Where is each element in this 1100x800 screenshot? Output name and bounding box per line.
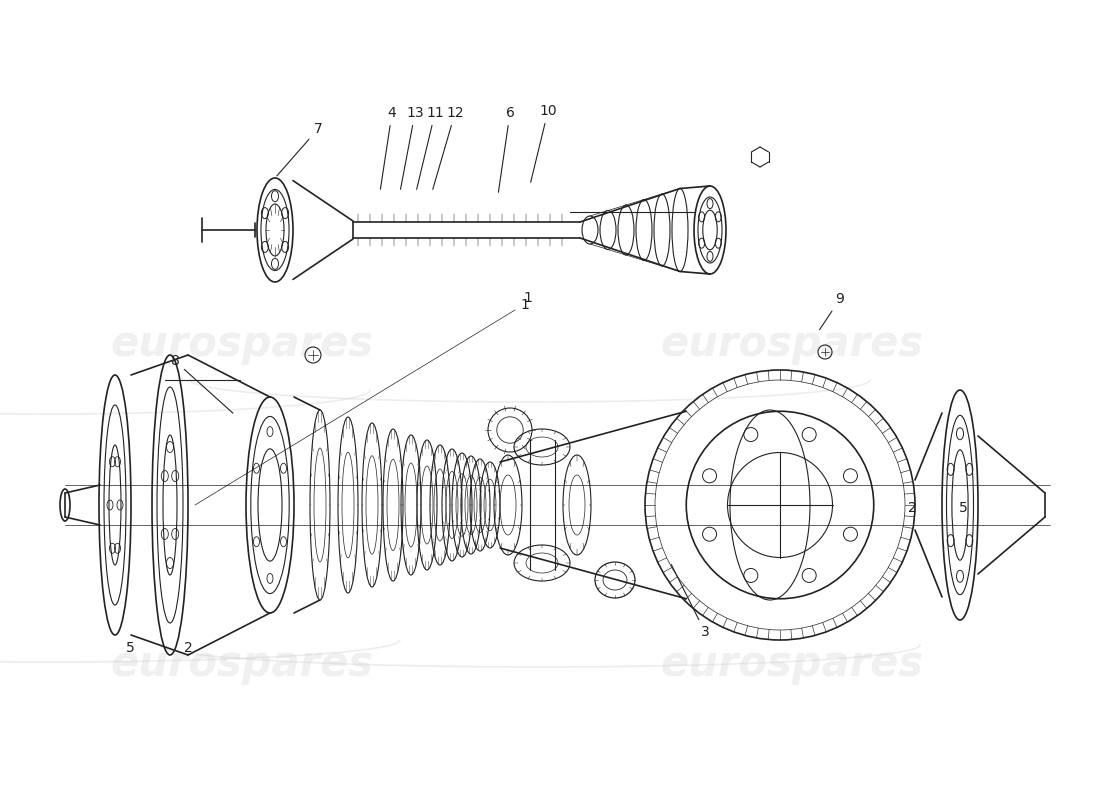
Text: 5: 5: [125, 641, 134, 655]
Text: 3: 3: [671, 565, 710, 639]
Text: 7: 7: [277, 122, 322, 176]
Text: 4: 4: [381, 106, 396, 190]
Text: 13: 13: [400, 106, 424, 190]
Text: 11: 11: [417, 106, 444, 190]
Text: 9: 9: [820, 292, 845, 330]
Text: eurospares: eurospares: [660, 643, 924, 685]
Text: 6: 6: [498, 106, 515, 192]
Text: eurospares: eurospares: [660, 323, 924, 365]
Text: 2: 2: [184, 641, 192, 655]
Text: 10: 10: [530, 104, 557, 182]
Text: 12: 12: [432, 106, 464, 190]
Text: 2: 2: [908, 501, 916, 515]
Text: 1: 1: [524, 291, 532, 305]
Text: eurospares: eurospares: [110, 323, 374, 365]
Text: 1: 1: [520, 298, 529, 312]
Text: eurospares: eurospares: [110, 643, 374, 685]
Text: 5: 5: [958, 501, 967, 515]
Text: 8: 8: [170, 354, 233, 413]
